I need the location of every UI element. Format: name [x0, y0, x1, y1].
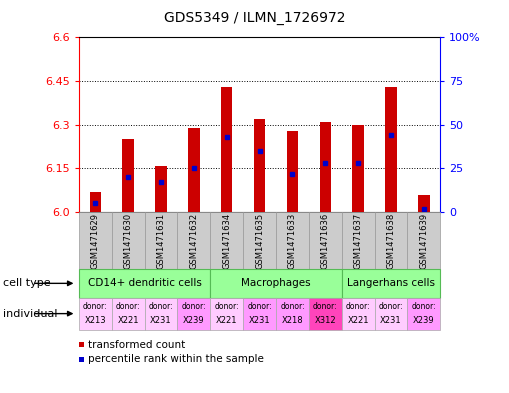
Text: donor:: donor: [116, 302, 140, 311]
Bar [418, 195, 430, 212]
Bar [243, 212, 276, 269]
Text: cell type: cell type [3, 278, 50, 288]
Bar [254, 119, 265, 212]
Text: X213: X213 [84, 316, 106, 325]
Text: donor:: donor: [149, 302, 174, 311]
Text: transformed count: transformed count [88, 340, 185, 350]
Text: donor:: donor: [379, 302, 403, 311]
Text: donor:: donor: [313, 302, 337, 311]
Text: X239: X239 [413, 316, 435, 325]
Text: GSM1471634: GSM1471634 [222, 213, 231, 269]
Text: GSM1471630: GSM1471630 [124, 213, 133, 269]
Text: GSM1471637: GSM1471637 [354, 213, 362, 269]
Text: GSM1471638: GSM1471638 [386, 213, 395, 269]
Bar [309, 298, 342, 330]
Bar [276, 212, 309, 269]
Text: X221: X221 [216, 316, 238, 325]
Text: GSM1471639: GSM1471639 [419, 213, 429, 269]
Bar [178, 212, 210, 269]
Text: GSM1471632: GSM1471632 [189, 213, 199, 269]
Bar [276, 298, 309, 330]
Text: GDS5349 / ILMN_1726972: GDS5349 / ILMN_1726972 [164, 11, 345, 25]
Bar [342, 269, 440, 298]
Bar [342, 212, 375, 269]
Bar [342, 298, 375, 330]
Text: Macrophages: Macrophages [241, 278, 311, 288]
Bar [145, 212, 178, 269]
Text: CD14+ dendritic cells: CD14+ dendritic cells [88, 278, 202, 288]
Bar [287, 130, 298, 212]
Bar [79, 269, 210, 298]
Bar [375, 212, 407, 269]
Text: GSM1471629: GSM1471629 [91, 213, 100, 269]
Bar [123, 140, 134, 212]
Text: donor:: donor: [182, 302, 206, 311]
Bar [145, 298, 178, 330]
Text: GSM1471635: GSM1471635 [255, 213, 264, 269]
Bar [210, 212, 243, 269]
Text: donor:: donor: [412, 302, 436, 311]
Text: GSM1471636: GSM1471636 [321, 213, 330, 269]
Text: X218: X218 [281, 316, 303, 325]
Bar [155, 165, 167, 212]
Bar [112, 298, 145, 330]
Bar [407, 212, 440, 269]
Bar [375, 298, 407, 330]
Bar [178, 298, 210, 330]
Bar [309, 212, 342, 269]
Bar [385, 87, 397, 212]
Text: donor:: donor: [280, 302, 305, 311]
Text: GSM1471631: GSM1471631 [157, 213, 165, 269]
Bar [221, 87, 233, 212]
Bar [79, 212, 112, 269]
Text: donor:: donor: [214, 302, 239, 311]
Bar [90, 192, 101, 212]
Bar [243, 298, 276, 330]
Text: donor:: donor: [83, 302, 107, 311]
Bar [210, 298, 243, 330]
Text: X239: X239 [183, 316, 205, 325]
Bar [79, 298, 112, 330]
Text: X221: X221 [118, 316, 139, 325]
Text: X231: X231 [380, 316, 402, 325]
Bar [352, 125, 364, 212]
Text: X312: X312 [315, 316, 336, 325]
Text: individual: individual [3, 309, 57, 319]
Text: X221: X221 [348, 316, 369, 325]
Bar [407, 298, 440, 330]
Text: X231: X231 [150, 316, 172, 325]
Text: percentile rank within the sample: percentile rank within the sample [88, 354, 264, 364]
Bar [210, 269, 342, 298]
Bar [320, 122, 331, 212]
Text: donor:: donor: [247, 302, 272, 311]
Text: donor:: donor: [346, 302, 371, 311]
Text: Langerhans cells: Langerhans cells [347, 278, 435, 288]
Text: GSM1471633: GSM1471633 [288, 213, 297, 269]
Text: X231: X231 [249, 316, 270, 325]
Bar [188, 128, 200, 212]
Bar [112, 212, 145, 269]
